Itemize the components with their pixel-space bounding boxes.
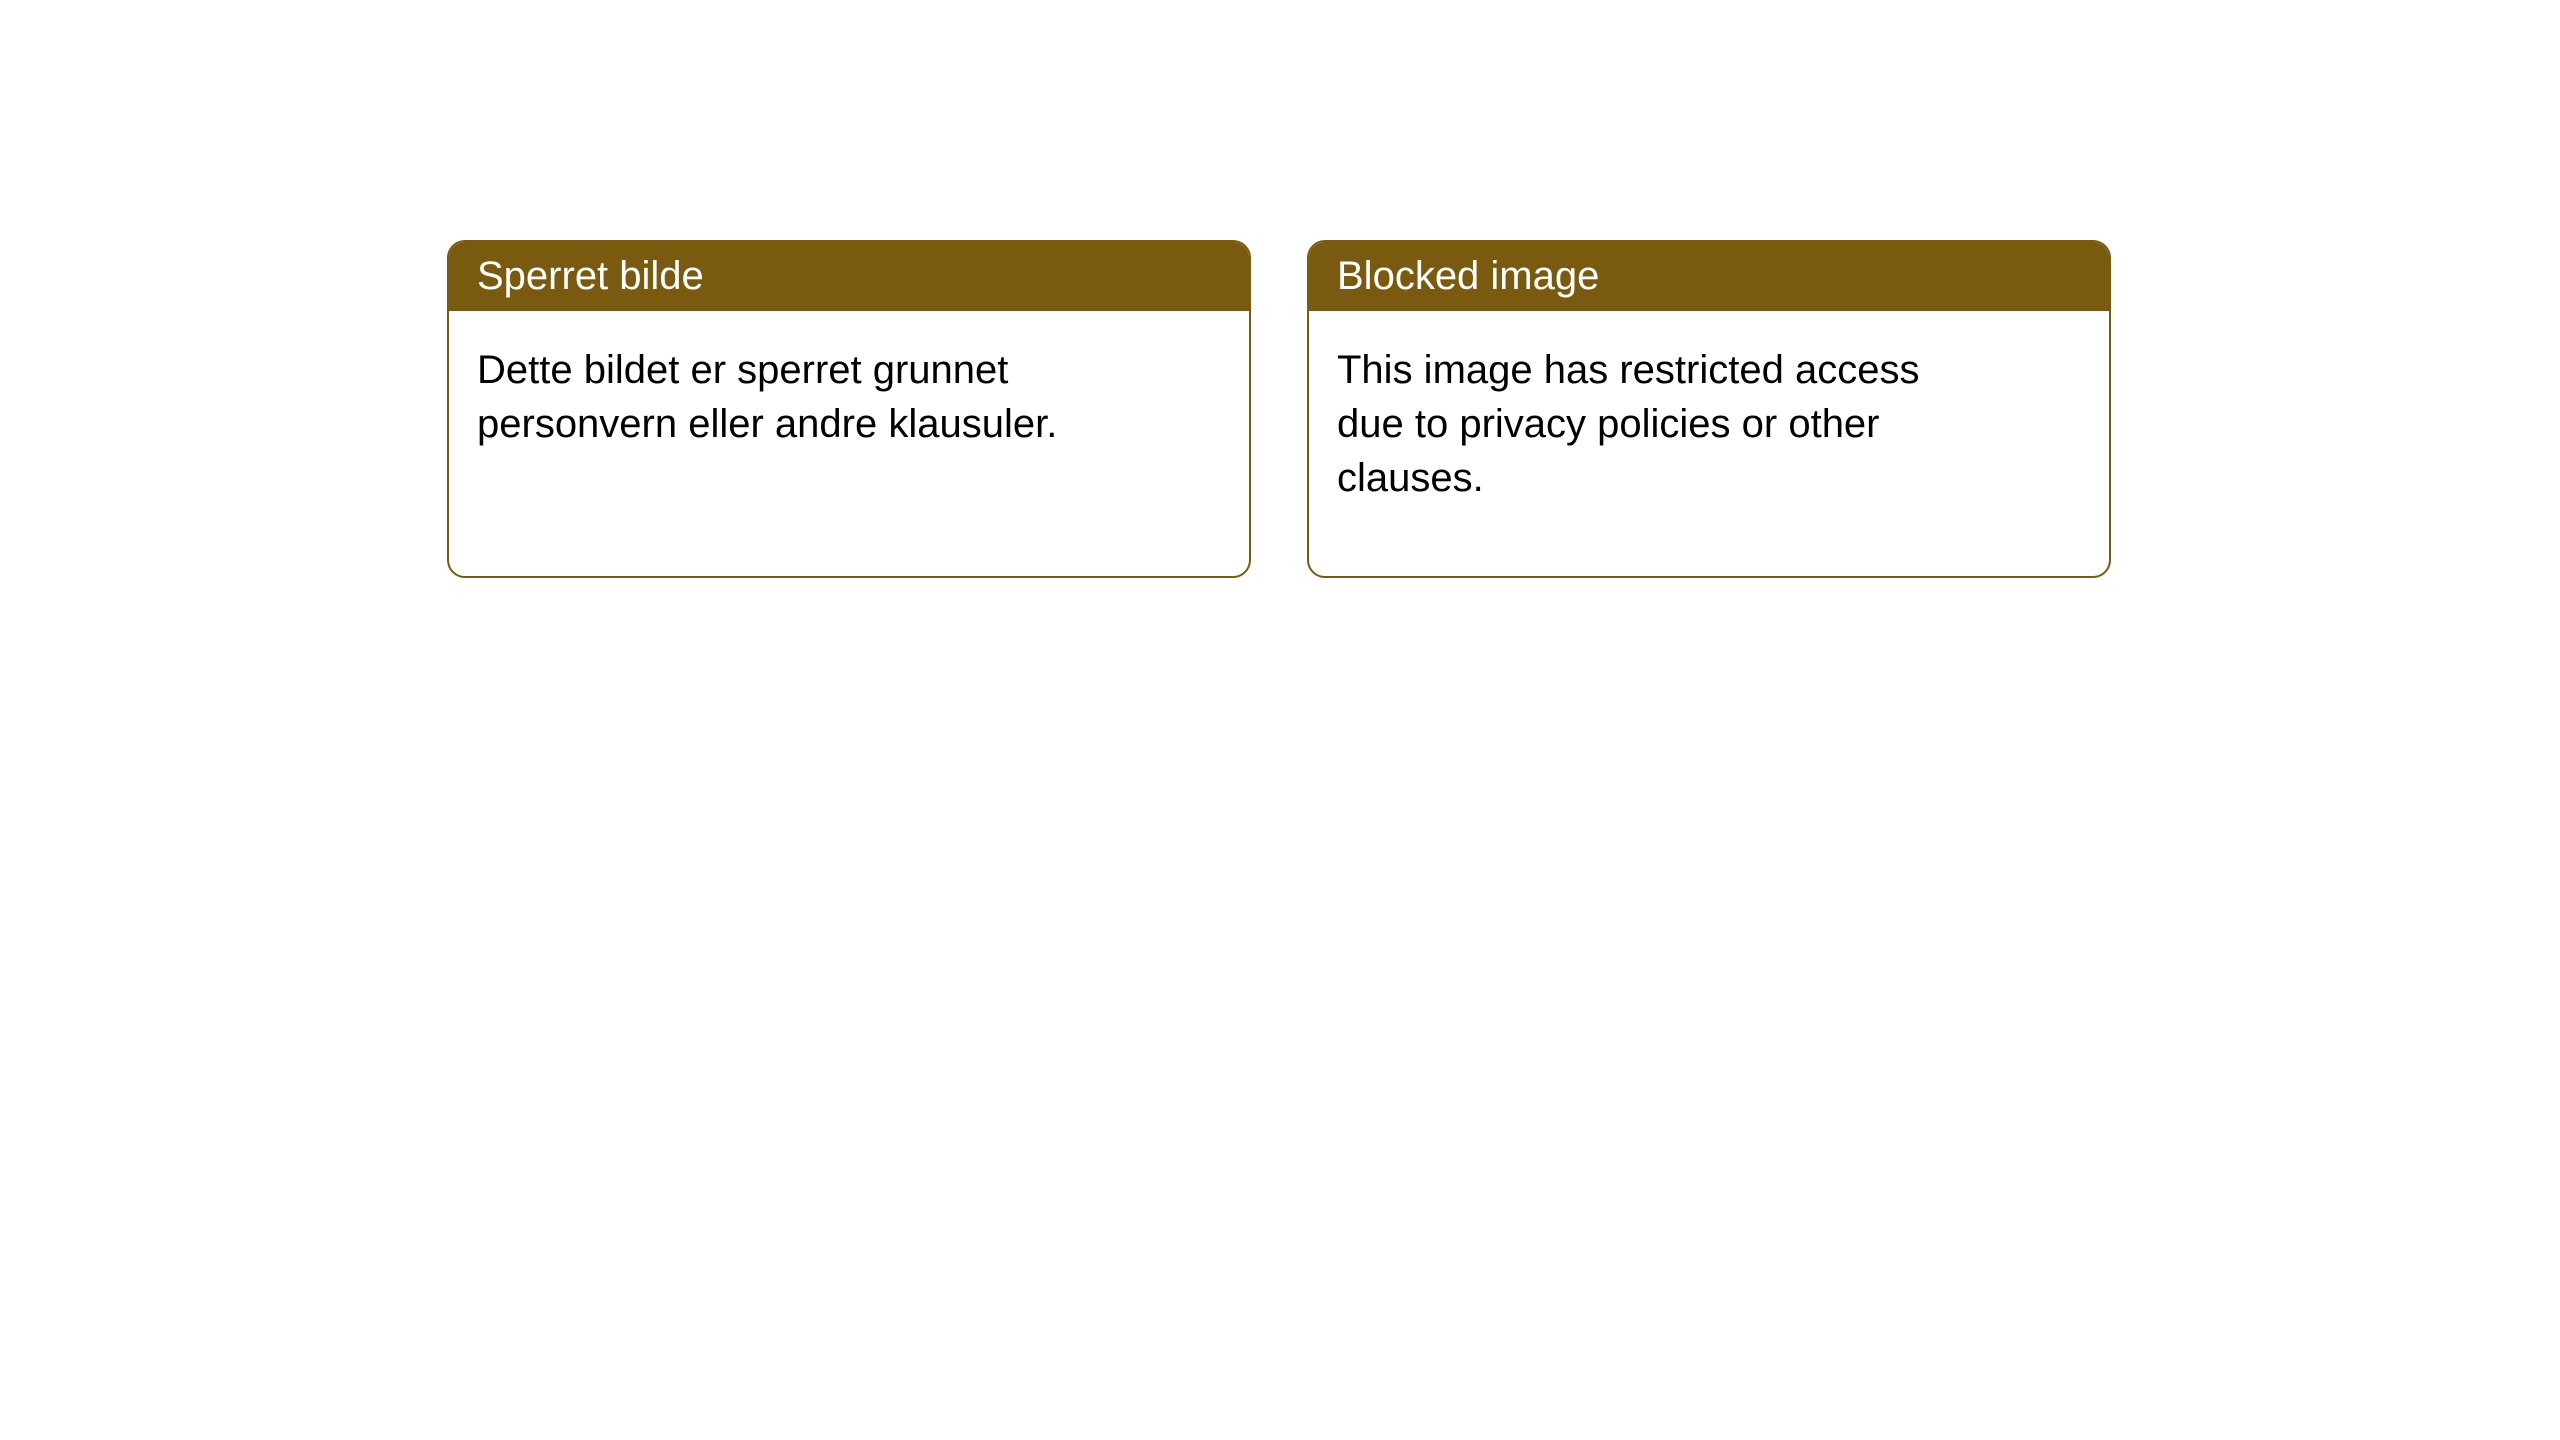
notice-title-no: Sperret bilde — [449, 242, 1249, 311]
notice-title-en: Blocked image — [1309, 242, 2109, 311]
notice-panels-row: Sperret bilde Dette bildet er sperret gr… — [447, 240, 2111, 578]
notice-body-en: This image has restricted access due to … — [1309, 311, 1969, 537]
notice-panel-no: Sperret bilde Dette bildet er sperret gr… — [447, 240, 1251, 578]
notice-body-no: Dette bildet er sperret grunnet personve… — [449, 311, 1109, 483]
notice-panel-en: Blocked image This image has restricted … — [1307, 240, 2111, 578]
